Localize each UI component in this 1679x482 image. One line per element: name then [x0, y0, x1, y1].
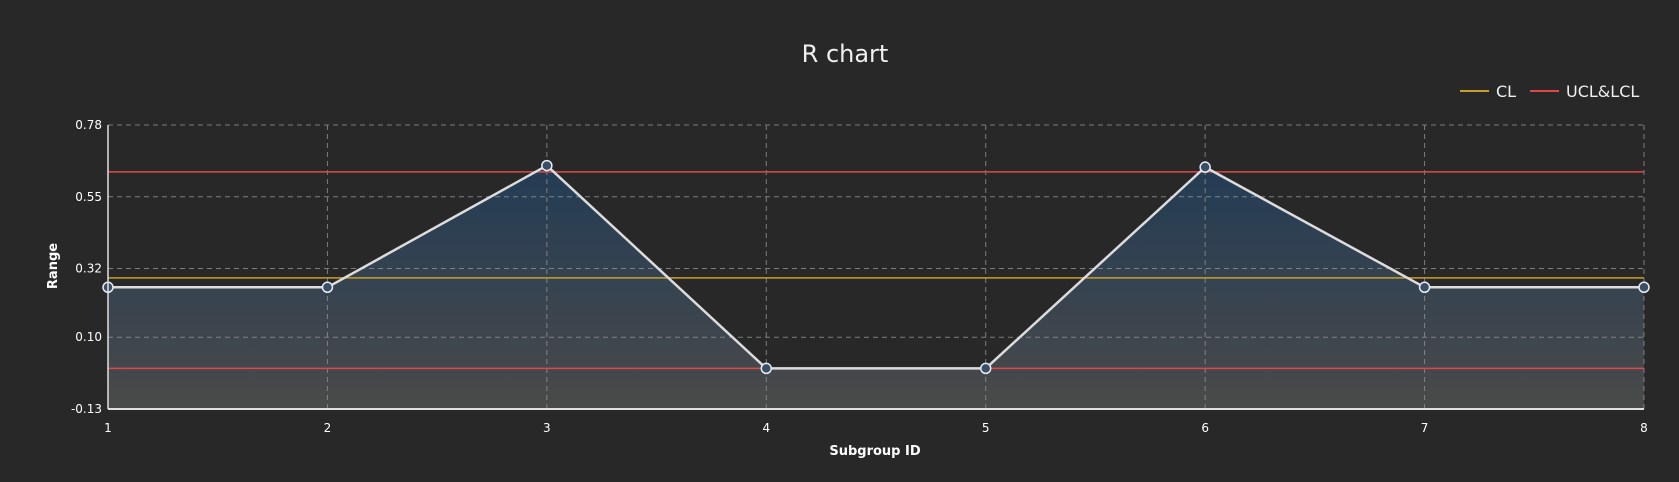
x-tick-label-1: 1 [104, 421, 112, 435]
y-tick-label-0.10: 0.10 [75, 330, 102, 344]
x-tick-label-4: 4 [762, 421, 770, 435]
legend-ucl-lcl-label: UCL&LCL [1566, 82, 1639, 101]
y-tick-label-0.55: 0.55 [75, 190, 102, 204]
series-layer [102, 159, 1650, 375]
data-point-4 [760, 362, 773, 375]
x-tick-label-6: 6 [1201, 421, 1209, 435]
x-tick-label-3: 3 [543, 421, 551, 435]
data-point-8 [1638, 281, 1650, 294]
y-tick-label-0.78: 0.78 [75, 118, 102, 132]
legend-cl-label: CL [1496, 82, 1516, 101]
area-layer [108, 165, 1644, 409]
data-point-7 [1418, 281, 1431, 294]
legend: CL UCL&LCL [1460, 82, 1639, 101]
data-point-3 [541, 159, 553, 172]
x-tick-label-8: 8 [1640, 421, 1648, 435]
x-tick-label-2: 2 [324, 421, 332, 435]
axes [107, 125, 1644, 410]
y-axis-label: Range [46, 243, 61, 289]
x-tick-label-7: 7 [1421, 421, 1429, 435]
series-area [108, 165, 1644, 409]
y-tick-label--0.13: -0.13 [71, 402, 102, 416]
data-point-2 [321, 281, 334, 294]
data-point-6 [1199, 161, 1211, 173]
y-tick-label-0.32: 0.32 [75, 262, 102, 276]
series-line [108, 164, 1644, 370]
x-tick-label-5: 5 [982, 421, 990, 435]
chart-title: R chart [802, 40, 889, 68]
x-axis-label: Subgroup ID [829, 444, 920, 459]
tick-labels: 1 2 3 4 5 6 7 8 0.78 0.55 0.32 0.10 -0.13 [71, 118, 1648, 435]
data-point-5 [979, 362, 992, 375]
